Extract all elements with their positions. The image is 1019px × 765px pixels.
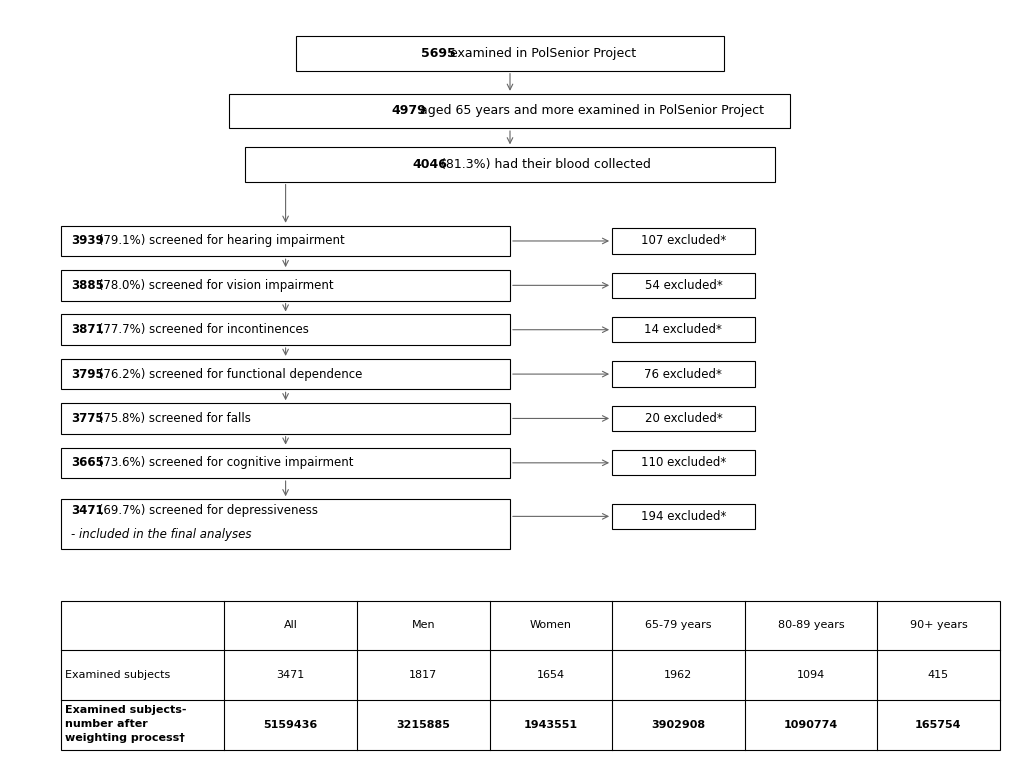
FancyBboxPatch shape	[61, 270, 510, 301]
Text: All: All	[283, 620, 298, 630]
Text: weighting process†: weighting process†	[65, 734, 185, 744]
Text: 1962: 1962	[663, 670, 692, 680]
Text: 107 excluded*: 107 excluded*	[640, 235, 726, 247]
Text: number after: number after	[65, 719, 148, 729]
FancyBboxPatch shape	[61, 226, 510, 256]
Text: (79.1%) screened for hearing impairment: (79.1%) screened for hearing impairment	[95, 235, 344, 247]
Text: 4979: 4979	[390, 105, 425, 117]
Text: (73.6%) screened for cognitive impairment: (73.6%) screened for cognitive impairmen…	[95, 457, 353, 469]
Text: 165754: 165754	[914, 720, 961, 730]
Text: 1090774: 1090774	[783, 720, 838, 730]
FancyBboxPatch shape	[611, 362, 754, 387]
FancyBboxPatch shape	[611, 317, 754, 343]
Text: (75.8%) screened for falls: (75.8%) screened for falls	[95, 412, 251, 425]
FancyBboxPatch shape	[229, 94, 790, 128]
Text: Men: Men	[411, 620, 435, 630]
FancyBboxPatch shape	[245, 147, 774, 182]
Text: (78.0%) screened for vision impairment: (78.0%) screened for vision impairment	[95, 279, 333, 291]
FancyBboxPatch shape	[611, 450, 754, 475]
Text: Examined subjects-: Examined subjects-	[65, 705, 186, 715]
Text: 3471: 3471	[71, 503, 104, 516]
FancyBboxPatch shape	[611, 405, 754, 431]
Text: 3885: 3885	[71, 279, 104, 291]
Text: 3902908: 3902908	[650, 720, 705, 730]
FancyBboxPatch shape	[61, 359, 510, 389]
Text: examined in PolSenior Project: examined in PolSenior Project	[445, 47, 635, 60]
Text: 76 excluded*: 76 excluded*	[644, 368, 721, 380]
Text: 1654: 1654	[536, 670, 565, 680]
Text: 3939: 3939	[71, 235, 104, 247]
FancyBboxPatch shape	[611, 504, 754, 529]
FancyBboxPatch shape	[611, 228, 754, 253]
Text: 5159436: 5159436	[263, 720, 318, 730]
FancyBboxPatch shape	[61, 448, 510, 478]
Text: 3795: 3795	[71, 368, 104, 380]
Text: 1817: 1817	[409, 670, 437, 680]
Text: 20 excluded*: 20 excluded*	[644, 412, 721, 425]
FancyBboxPatch shape	[61, 403, 510, 434]
Text: 4046: 4046	[413, 158, 447, 171]
Text: 3471: 3471	[276, 670, 305, 680]
Text: 80-89 years: 80-89 years	[776, 620, 844, 630]
Text: 1943551: 1943551	[523, 720, 578, 730]
Text: 3215885: 3215885	[396, 720, 449, 730]
FancyBboxPatch shape	[61, 314, 510, 345]
Text: 65-79 years: 65-79 years	[644, 620, 711, 630]
Text: 194 excluded*: 194 excluded*	[640, 510, 726, 522]
FancyBboxPatch shape	[61, 601, 999, 750]
Text: (69.7%) screened for depressiveness: (69.7%) screened for depressiveness	[95, 503, 317, 516]
Text: aged 65 years and more examined in PolSenior Project: aged 65 years and more examined in PolSe…	[415, 105, 763, 117]
Text: 110 excluded*: 110 excluded*	[640, 457, 726, 469]
Text: 3871: 3871	[71, 324, 104, 336]
Text: 3665: 3665	[71, 457, 104, 469]
Text: (77.7%) screened for incontinences: (77.7%) screened for incontinences	[95, 324, 308, 336]
Text: 415: 415	[927, 670, 948, 680]
FancyBboxPatch shape	[61, 500, 510, 549]
Text: Examined subjects: Examined subjects	[65, 670, 170, 680]
Text: - included in the final analyses: - included in the final analyses	[71, 529, 252, 542]
FancyBboxPatch shape	[611, 273, 754, 298]
Text: 1094: 1094	[796, 670, 824, 680]
Text: (81.3%) had their blood collected: (81.3%) had their blood collected	[437, 158, 650, 171]
Text: 90+ years: 90+ years	[909, 620, 966, 630]
FancyBboxPatch shape	[296, 36, 723, 71]
Text: 3775: 3775	[71, 412, 104, 425]
Text: 54 excluded*: 54 excluded*	[644, 279, 721, 291]
Text: 14 excluded*: 14 excluded*	[644, 324, 721, 336]
Text: Women: Women	[529, 620, 572, 630]
Text: 5695: 5695	[421, 47, 455, 60]
Text: (76.2%) screened for functional dependence: (76.2%) screened for functional dependen…	[95, 368, 362, 380]
